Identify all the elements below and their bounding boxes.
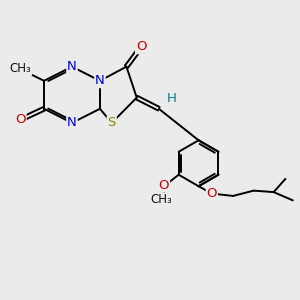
Text: CH₃: CH₃	[150, 193, 172, 206]
Text: S: S	[107, 116, 116, 129]
Text: H: H	[166, 92, 176, 105]
Text: O: O	[15, 112, 26, 126]
Text: N: N	[95, 74, 105, 87]
Text: CH₃: CH₃	[10, 62, 31, 75]
Text: O: O	[207, 187, 217, 200]
Text: O: O	[136, 40, 146, 53]
Text: N: N	[67, 60, 77, 73]
Text: O: O	[159, 178, 169, 191]
Text: N: N	[67, 116, 77, 129]
